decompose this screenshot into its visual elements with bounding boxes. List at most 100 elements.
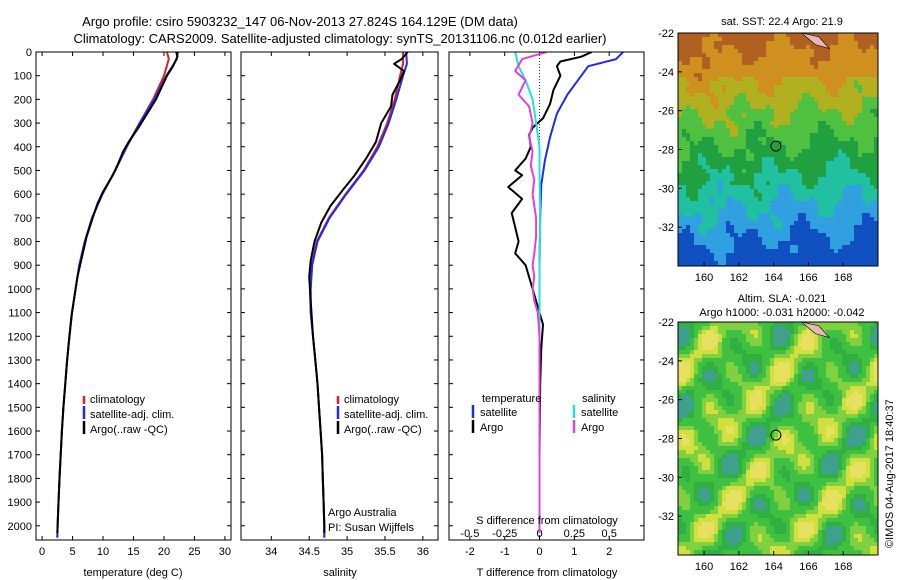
sst-map-cell (726, 113, 731, 118)
sst-map-cell (738, 241, 743, 246)
sst-map-cell (746, 97, 751, 102)
sst-map-cell (706, 121, 711, 126)
sst-map-cell (794, 213, 799, 218)
sst-map-cell (838, 189, 843, 194)
sst-map-cell (830, 69, 835, 74)
sst-map-cell (698, 217, 703, 222)
sst-map-cell (870, 45, 875, 50)
sst-map-cell (774, 173, 779, 178)
sst-map-cell (766, 241, 771, 246)
sst-map-cell (726, 117, 731, 122)
sst-map-cell (826, 257, 831, 262)
sla-map-cell (850, 386, 855, 391)
sst-map-cell (698, 205, 703, 210)
sla-map-cell (730, 326, 735, 331)
sla-map-cell (834, 330, 839, 335)
sst-map-cell (862, 181, 867, 186)
sla-map-cell (802, 434, 807, 439)
sla-map-cell (686, 334, 691, 339)
sst-map-cell (782, 241, 787, 246)
sla-map-cell (834, 410, 839, 415)
sla-map-cell (750, 446, 755, 451)
sst-map-cell (702, 85, 707, 90)
sst-map-cell (694, 249, 699, 254)
sst-map-cell (790, 177, 795, 182)
sst-map-cell (718, 173, 723, 178)
sst-map-cell (790, 217, 795, 222)
sst-map-cell (814, 229, 819, 234)
sst-map-cell (730, 113, 735, 118)
sla-map-cell (810, 390, 815, 395)
sst-map-cell (734, 253, 739, 258)
sla-map-cell (854, 418, 859, 423)
sla-map-cell (730, 330, 735, 335)
sst-map-cell (854, 65, 859, 70)
sla-map-cell (686, 418, 691, 423)
sst-map-cell (682, 81, 687, 86)
sst-map-cell (750, 45, 755, 50)
sst-map-cell (790, 129, 795, 134)
sst-map-cell (830, 73, 835, 78)
sla-map-cell (678, 454, 683, 459)
sla-map-cell (770, 390, 775, 395)
sst-map-cell (698, 53, 703, 58)
sla-map-cell (802, 458, 807, 463)
sst-map-cell (730, 33, 735, 38)
sst-map-cell (842, 213, 847, 218)
sla-map-cell (726, 402, 731, 407)
sst-map-cell (826, 225, 831, 230)
sst-map-cell (694, 177, 699, 182)
sst-map-cell (842, 165, 847, 170)
sst-map-cell (698, 137, 703, 142)
sla-map-cell (750, 434, 755, 439)
sst-map-cell (786, 49, 791, 54)
sst-map-cell (870, 129, 875, 134)
sst-map-cell (794, 241, 799, 246)
sst-map-cell (794, 157, 799, 162)
sla-map-cell (822, 378, 827, 383)
sst-map-cell (782, 137, 787, 142)
sla-map-cell (802, 370, 807, 375)
sst-map-cell (682, 129, 687, 134)
sst-map-cell (850, 157, 855, 162)
sst-map-cell (694, 53, 699, 58)
sst-map-cell (722, 33, 727, 38)
sst-map-cell (722, 241, 727, 246)
sst-map-cell (754, 217, 759, 222)
sla-map-cell (786, 366, 791, 371)
sla-map-cell (766, 398, 771, 403)
sst-map-cell (874, 257, 878, 262)
sst-map-cell (810, 157, 815, 162)
sst-map-cell (842, 217, 847, 222)
sla-map-cell (782, 426, 787, 431)
sla-map-cell (830, 354, 835, 359)
sla-map-cell (718, 354, 723, 359)
sla-map-cell (686, 458, 691, 463)
sst-map-cell (818, 77, 823, 82)
sst-map-cell (790, 237, 795, 242)
sst-map-cell (766, 245, 771, 250)
sla-map-cell (790, 354, 795, 359)
sst-map-cell (818, 33, 823, 38)
sst-map-cell (830, 149, 835, 154)
sst-map-cell (834, 225, 839, 230)
sst-map-cell (730, 37, 735, 42)
sst-map-cell (814, 253, 819, 258)
sla-map-cell (694, 374, 699, 379)
temperature-ytick-label: 1100 (8, 308, 32, 320)
sla-map-cell (774, 330, 779, 335)
sla-map-cell (758, 438, 763, 443)
sla-map-cell (854, 326, 859, 331)
sla-map-cell (794, 406, 799, 411)
sst-map-cell (830, 117, 835, 122)
sst-map-cell (762, 85, 767, 90)
difference-xtick-top-label: 0.5 (602, 528, 617, 540)
sst-map-cell (802, 193, 807, 198)
sla-map-cell (742, 414, 747, 419)
sst-map-cell (754, 45, 759, 50)
sla-map-cell (854, 426, 859, 431)
sla-map-cell (722, 354, 727, 359)
sst-map-cell (698, 41, 703, 46)
sla-map-cell (790, 454, 795, 459)
sst-map-cell (710, 229, 715, 234)
